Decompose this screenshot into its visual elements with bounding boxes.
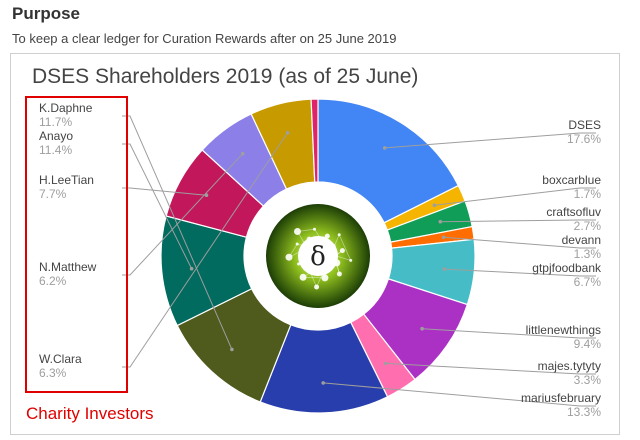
- slice-label: devann: [562, 233, 601, 247]
- section-description: To keep a clear ledger for Curation Rewa…: [12, 31, 397, 46]
- leader-line: [122, 115, 233, 350]
- leader-line: [444, 268, 596, 277]
- slice-label: DSES: [568, 118, 601, 132]
- charity-investors-highlight-box: [25, 96, 128, 393]
- slice-label: craftsofluv: [546, 205, 601, 219]
- leader-dot: [230, 347, 234, 352]
- slice-percent-label: 1.3%: [574, 247, 602, 261]
- logo-node: [299, 273, 307, 281]
- chart-title: DSES Shareholders 2019 (as of 25 June): [32, 65, 419, 88]
- logo-node: [337, 233, 341, 237]
- logo-node: [339, 248, 345, 254]
- slice-dses: [317, 98, 460, 224]
- logo-node: [321, 274, 329, 282]
- slice-percent-label: 13.3%: [567, 405, 601, 419]
- leader-dot: [189, 266, 194, 271]
- slice-label: K.Daphne: [39, 101, 93, 115]
- slice-percent-label: 2.7%: [574, 219, 602, 233]
- slice-percent-label: 1.7%: [574, 187, 602, 201]
- logo-link: [303, 276, 325, 279]
- slice-label: boxcarblue: [542, 173, 601, 187]
- logo-node: [349, 258, 353, 262]
- leader-line: [122, 153, 244, 276]
- leader-dot: [240, 151, 245, 156]
- leader-dot: [441, 235, 446, 240]
- logo-node: [285, 253, 293, 261]
- leader-dot: [420, 326, 424, 331]
- slice-label: W.Clara: [39, 352, 82, 366]
- logo-node: [336, 271, 342, 277]
- logo-center: [298, 236, 338, 276]
- leader-line: [122, 187, 207, 196]
- slice-label: gtpjfoodbank: [532, 261, 602, 275]
- leader-line: [385, 362, 596, 375]
- slice-unlabeled: [310, 98, 319, 183]
- charity-investors-label: Charity Investors: [26, 404, 154, 423]
- leader-lines: [122, 115, 596, 407]
- slice-percent-label: 9.4%: [574, 337, 602, 351]
- logo-node: [313, 227, 316, 231]
- slice-label: littlenewthings: [526, 323, 601, 337]
- slice-label: Anayo: [39, 129, 73, 143]
- leader-line: [440, 219, 596, 223]
- logo-node: [297, 262, 301, 266]
- leader-line: [422, 328, 596, 339]
- leader-line: [434, 187, 596, 206]
- slice-percent-label: 11.7%: [39, 115, 72, 129]
- logo-node: [294, 228, 301, 235]
- leader-line: [443, 236, 596, 249]
- leader-dot: [438, 219, 443, 224]
- leader-dot: [432, 203, 437, 207]
- logo-link: [338, 234, 352, 261]
- slice-label: N.Matthew: [39, 260, 97, 274]
- leader-line: [384, 132, 596, 149]
- slice-percent-label: 6.2%: [39, 274, 67, 288]
- slice-label: H.LeeTian: [39, 173, 94, 187]
- section-heading: Purpose: [12, 4, 81, 23]
- slice-percent-label: 7.7%: [39, 187, 67, 201]
- leader-dot: [383, 361, 388, 366]
- logo-node: [314, 284, 320, 290]
- leader-line: [122, 132, 289, 368]
- slice-label: majes.tytyty: [538, 359, 601, 373]
- slice-percent-label: 3.3%: [574, 373, 602, 387]
- leader-dot: [382, 146, 387, 150]
- slice-percent-label: 6.7%: [574, 275, 602, 289]
- slice-percent-label: 6.3%: [39, 366, 67, 380]
- leader-dot: [321, 381, 326, 385]
- leader-dot: [442, 267, 447, 271]
- leader-dot: [285, 130, 290, 135]
- leader-line: [323, 382, 596, 407]
- logo-node: [324, 233, 330, 239]
- logo-node: [295, 242, 299, 246]
- delta-symbol: δ: [310, 242, 326, 272]
- slices-layer: [160, 98, 476, 414]
- network-logo-icon: δ: [266, 204, 370, 308]
- slice-label: mariusfebruary: [521, 391, 601, 405]
- leader-line: [122, 143, 193, 269]
- slice-percent-label: 11.4%: [39, 143, 72, 157]
- slice-percent-label: 17.6%: [567, 132, 601, 146]
